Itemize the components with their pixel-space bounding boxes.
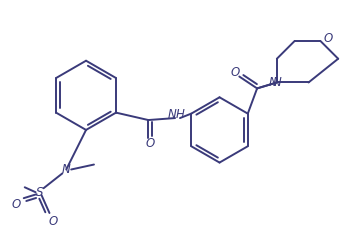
Text: O: O — [146, 137, 155, 150]
Text: O: O — [324, 32, 333, 45]
Text: S: S — [36, 186, 43, 199]
Text: O: O — [49, 216, 58, 228]
Text: H: H — [176, 108, 184, 121]
Text: N: N — [272, 76, 281, 89]
Text: O: O — [11, 198, 20, 211]
Text: N: N — [168, 108, 177, 121]
Text: N: N — [268, 76, 277, 89]
Text: N: N — [62, 163, 70, 176]
Text: O: O — [231, 66, 240, 79]
